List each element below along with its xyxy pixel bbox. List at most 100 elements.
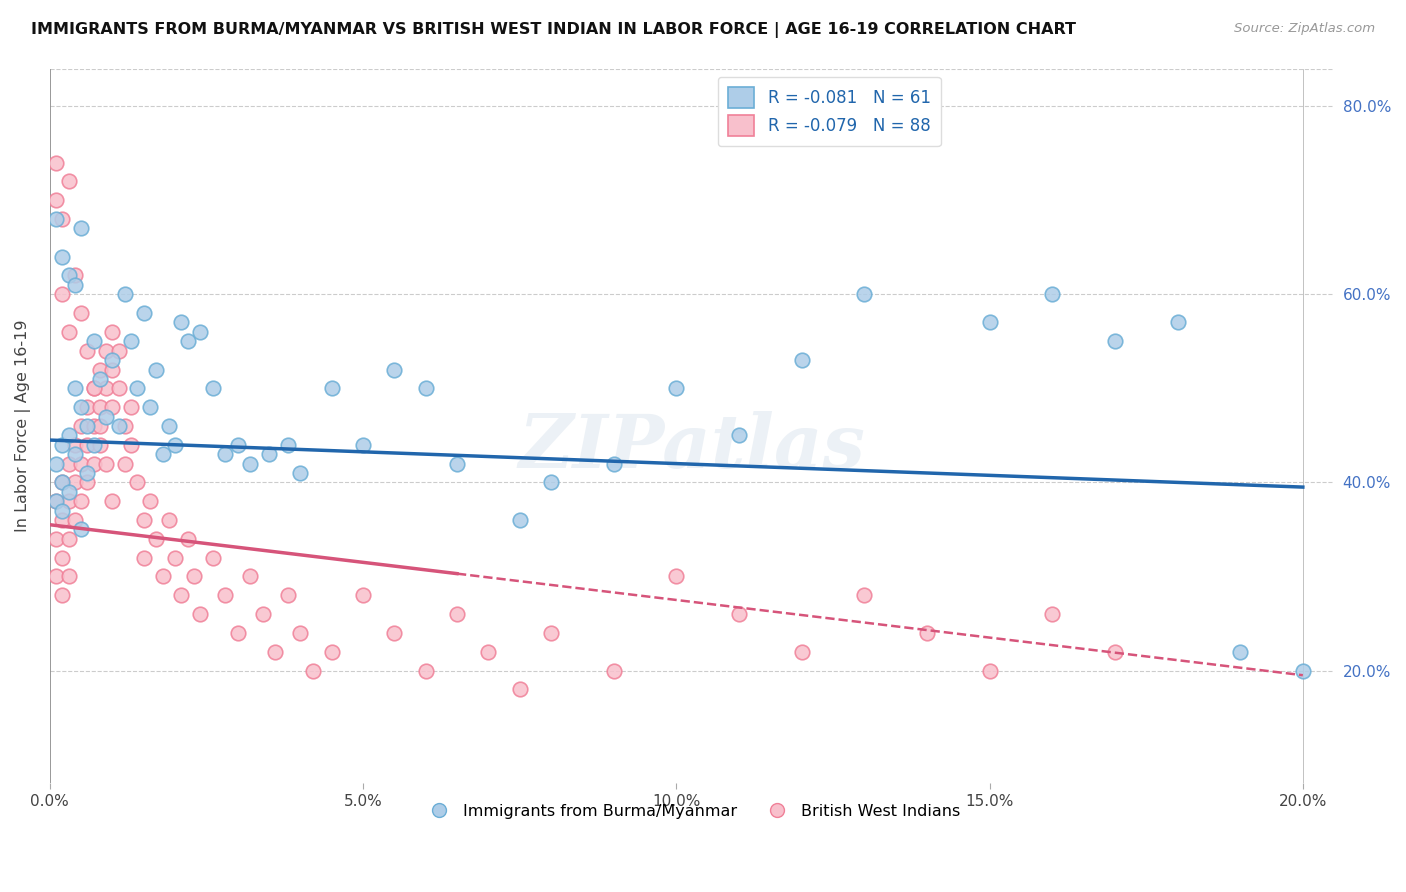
Point (120, 438, 142, 452)
Point (45, 155, 67, 169)
Point (45, 569, 67, 583)
Point (665, 381, 688, 395)
Point (165, 438, 187, 452)
Point (76, 438, 98, 452)
Point (89, 362, 111, 376)
Point (120, 334, 142, 349)
Point (107, 381, 129, 395)
Point (58, 569, 80, 583)
Point (107, 419, 129, 434)
Point (382, 362, 405, 376)
Point (352, 588, 374, 602)
Point (790, 353, 813, 368)
Point (132, 513, 155, 527)
Point (257, 447, 280, 461)
Point (290, 626, 312, 640)
Legend: Immigrants from Burma/Myanmar, British West Indians: Immigrants from Burma/Myanmar, British W… (418, 797, 967, 825)
Point (214, 588, 236, 602)
Point (89, 438, 111, 452)
Point (101, 400, 124, 414)
Point (477, 645, 499, 659)
Point (302, 664, 325, 678)
Point (139, 494, 162, 508)
Point (63, 447, 86, 461)
Point (45, 494, 67, 508)
Point (446, 607, 468, 621)
Point (70, 306, 93, 320)
Point (415, 664, 437, 678)
Point (51, 475, 73, 490)
Point (70, 494, 93, 508)
Point (76, 475, 98, 490)
Point (214, 447, 236, 461)
Point (101, 362, 124, 376)
Point (70, 457, 93, 471)
Point (132, 550, 155, 565)
Point (101, 325, 124, 339)
Point (70, 400, 93, 414)
Point (165, 550, 187, 565)
Point (239, 569, 262, 583)
Point (145, 532, 167, 546)
Point (120, 400, 142, 414)
Point (853, 588, 876, 602)
Point (1167, 316, 1189, 330)
Point (132, 306, 155, 320)
Point (252, 607, 274, 621)
Point (58, 268, 80, 283)
Point (58, 494, 80, 508)
Point (45, 494, 67, 508)
Point (107, 343, 129, 358)
Point (51, 588, 73, 602)
Point (51, 513, 73, 527)
Point (540, 626, 562, 640)
Point (139, 400, 162, 414)
Point (63, 475, 86, 490)
Point (1104, 334, 1126, 349)
Point (415, 381, 437, 395)
Text: IMMIGRANTS FROM BURMA/MYANMAR VS BRITISH WEST INDIAN IN LABOR FORCE | AGE 16-19 : IMMIGRANTS FROM BURMA/MYANMAR VS BRITISH… (31, 22, 1076, 38)
Point (76, 343, 98, 358)
Point (114, 287, 136, 301)
Point (76, 419, 98, 434)
Point (83, 334, 105, 349)
Text: Source: ZipAtlas.com: Source: ZipAtlas.com (1234, 22, 1375, 36)
Point (94, 381, 117, 395)
Point (1040, 607, 1063, 621)
Point (201, 381, 224, 395)
Point (1040, 287, 1063, 301)
Point (176, 532, 198, 546)
Point (290, 466, 312, 480)
Point (45, 212, 67, 227)
Point (63, 438, 86, 452)
Point (239, 457, 262, 471)
Point (83, 438, 105, 452)
Point (83, 381, 105, 395)
Point (58, 325, 80, 339)
Point (979, 664, 1001, 678)
Point (226, 438, 249, 452)
Point (114, 419, 136, 434)
Text: ZIPatlas: ZIPatlas (519, 411, 866, 483)
Point (63, 268, 86, 283)
Point (145, 362, 167, 376)
Point (1229, 645, 1251, 659)
Point (321, 645, 343, 659)
Point (70, 419, 93, 434)
Point (170, 588, 193, 602)
Point (152, 447, 174, 461)
Point (83, 457, 105, 471)
Point (45, 532, 67, 546)
Point (45, 193, 67, 207)
Point (63, 277, 86, 292)
Point (89, 400, 111, 414)
Point (790, 645, 813, 659)
Point (540, 475, 562, 490)
Point (728, 607, 751, 621)
Point (176, 334, 198, 349)
Point (63, 381, 86, 395)
Point (321, 381, 343, 395)
Point (602, 457, 624, 471)
Point (51, 438, 73, 452)
Point (51, 212, 73, 227)
